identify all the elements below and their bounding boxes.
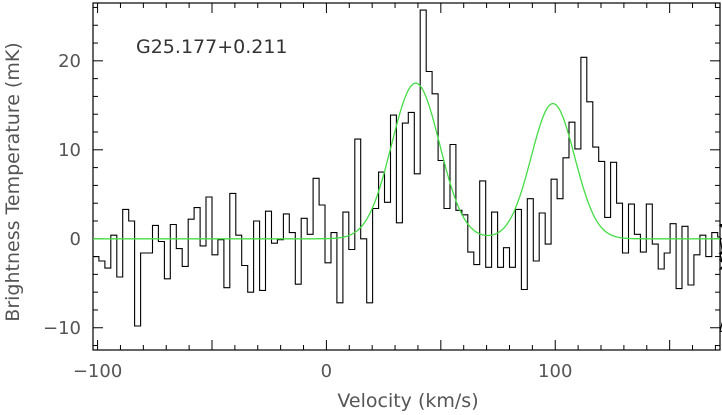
- y-tick-label: 20: [58, 51, 81, 72]
- plot-frame: [92, 2, 721, 351]
- x-axis-label: Velocity (km/s): [337, 390, 478, 412]
- x-tick-label: −100: [73, 361, 122, 382]
- spectrum-histogram: [93, 9, 722, 332]
- plot-border: [92, 2, 721, 351]
- y-tick-label: 0: [70, 229, 81, 250]
- gaussian-fit-curve: [93, 82, 720, 240]
- y-axis-label: Brightness Temperature (mK): [2, 42, 24, 321]
- x-tick-label: 100: [538, 361, 572, 382]
- axis-ticks: [93, 3, 720, 350]
- y-tick-label: −10: [43, 318, 81, 339]
- y-tick-label: 10: [58, 140, 81, 161]
- source-name-label: G25.177+0.211: [136, 36, 288, 58]
- x-tick-label: 0: [321, 361, 332, 382]
